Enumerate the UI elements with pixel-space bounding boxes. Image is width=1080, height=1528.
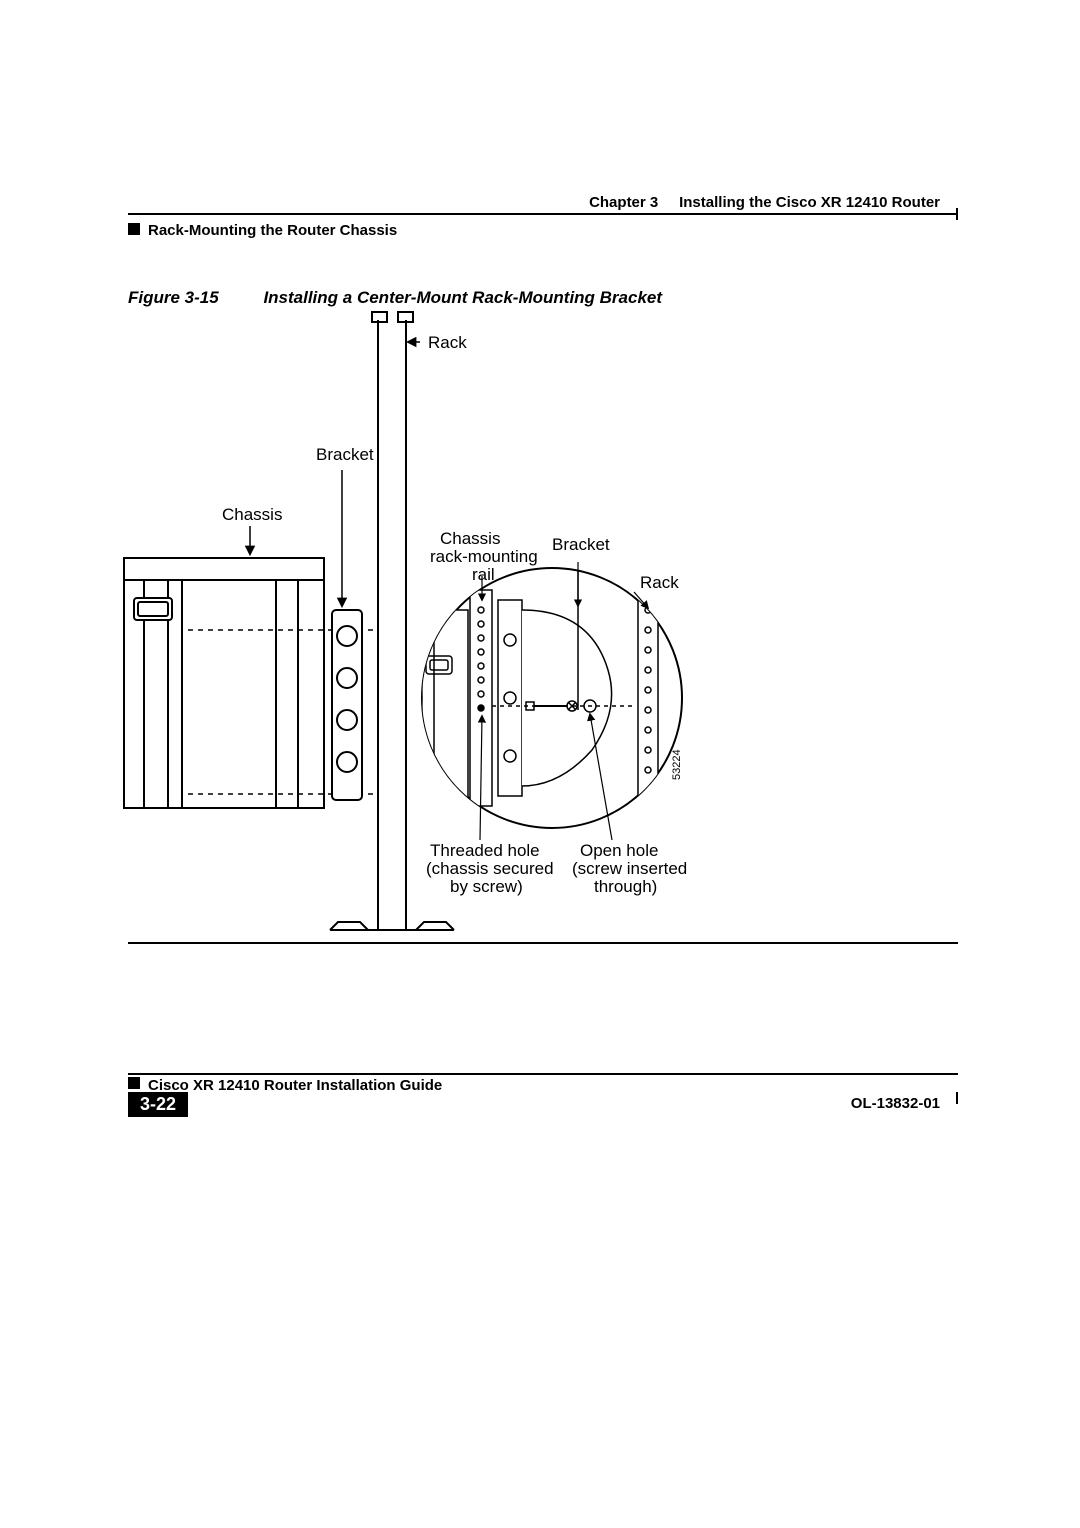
section-title: Rack-Mounting the Router Chassis [148, 222, 397, 239]
detail-chassis-l3: rail [472, 565, 495, 584]
open-l1: Open hole [580, 841, 658, 860]
chassis-top-text: Chassis [222, 505, 282, 524]
detail-circle [422, 568, 682, 828]
rack-top-text: Rack [428, 333, 467, 352]
figure-caption: Installing a Center-Mount Rack-Mounting … [263, 288, 662, 307]
page: Chapter 3 Installing the Cisco XR 12410 … [0, 0, 1080, 1528]
figure-bottom-rule [128, 942, 958, 944]
chapter-prefix: Chapter 3 [589, 194, 658, 211]
threaded-l3: by screw) [450, 877, 523, 896]
label-rack-top: Rack [408, 333, 467, 352]
header-square-icon [128, 223, 140, 235]
footer-rule [128, 1073, 958, 1075]
detail-chassis-l2: rack-mounting [430, 547, 538, 566]
page-number: 3-22 [128, 1092, 188, 1117]
threaded-l2: (chassis secured [426, 859, 554, 878]
figure-number: Figure 3-15 [128, 288, 219, 307]
chassis-box [124, 558, 324, 808]
open-l2: (screw inserted [572, 859, 687, 878]
threaded-l1: Threaded hole [430, 841, 540, 860]
bracket-top-text: Bracket [316, 445, 374, 464]
footer-guide: Cisco XR 12410 Router Installation Guide [148, 1077, 442, 1094]
header-end-tick [956, 208, 958, 220]
detail-chassis-l1: Chassis [440, 529, 500, 548]
chapter-label: Chapter 3 Installing the Cisco XR 12410 … [589, 194, 940, 211]
header-rule [128, 213, 958, 215]
open-l3: through) [594, 877, 657, 896]
chapter-title: Installing the Cisco XR 12410 Router [679, 194, 940, 211]
art-id: 53224 [671, 749, 683, 780]
label-chassis-top: Chassis [222, 505, 282, 554]
bracket-plate [332, 610, 362, 800]
figure-diagram: Rack Bracket Chassis [120, 310, 840, 950]
figure-caption-row: Figure 3-15 Installing a Center-Mount Ra… [128, 288, 958, 308]
footer-doc-id: OL-13832-01 [851, 1095, 940, 1112]
footer-end-tick [956, 1092, 958, 1104]
detail-rack-text: Rack [640, 573, 679, 592]
detail-bracket-text: Bracket [552, 535, 610, 554]
footer-square-icon [128, 1077, 140, 1089]
